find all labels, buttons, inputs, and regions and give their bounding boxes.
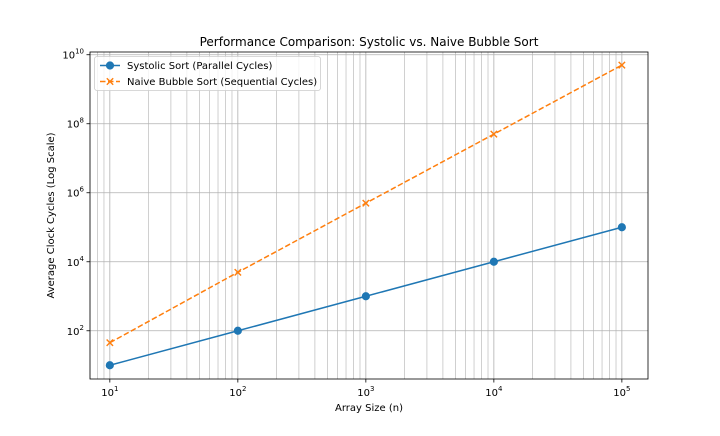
y-tick-label: 104 xyxy=(67,255,85,269)
y-tick-label: 108 xyxy=(67,117,84,131)
y-tick-label: 1010 xyxy=(62,48,84,62)
x-tick-label: 101 xyxy=(101,385,118,399)
data-point-1 xyxy=(489,257,498,266)
x-tick-label-base: 10 xyxy=(229,388,242,399)
y-tick-label-exponent: 6 xyxy=(80,186,85,194)
series-2 xyxy=(106,61,626,347)
x-tick-label-exponent: 1 xyxy=(114,385,118,393)
y-tick-label-exponent: 10 xyxy=(75,48,84,56)
y-tick-label-base: 10 xyxy=(67,189,80,200)
series-1 xyxy=(105,223,626,370)
legend-frame xyxy=(94,56,321,91)
legend-label-2: Naive Bubble Sort (Sequential Cycles) xyxy=(127,77,317,88)
x-tick-label-base: 10 xyxy=(101,388,114,399)
x-tick-label: 104 xyxy=(485,385,503,399)
y-tick-label-base: 10 xyxy=(67,258,80,269)
y-tick-label: 102 xyxy=(67,324,84,338)
legend: Systolic Sort (Parallel Cycles) Naive Bub… xyxy=(94,56,321,91)
x-tick-label-exponent: 5 xyxy=(626,385,630,393)
x-tick-label-base: 10 xyxy=(613,388,626,399)
data-point-1 xyxy=(617,223,626,232)
legend-marker-1 xyxy=(105,61,115,70)
x-tick-label: 102 xyxy=(229,385,246,399)
x-tick-label-exponent: 4 xyxy=(498,385,503,393)
data-point-2 xyxy=(234,268,242,276)
x-tick-label-exponent: 3 xyxy=(370,385,374,393)
data-point-1 xyxy=(105,361,114,370)
y-tick-label: 106 xyxy=(67,186,85,200)
x-tick-label-base: 10 xyxy=(485,388,498,399)
x-tick-label: 103 xyxy=(357,385,374,399)
data-point-1 xyxy=(233,326,242,335)
legend-label-1: Systolic Sort (Parallel Cycles) xyxy=(127,61,272,72)
data-point-1 xyxy=(361,292,370,301)
y-tick-label-exponent: 2 xyxy=(80,324,84,332)
y-axis-label: Average Clock Cycles (Log Scale) xyxy=(46,132,57,298)
legend-marker-2 xyxy=(106,77,114,86)
y-tick-label-base: 10 xyxy=(62,51,75,62)
data-point-2 xyxy=(362,199,370,207)
y-tick-label-base: 10 xyxy=(67,327,80,338)
x-tick-label-base: 10 xyxy=(357,388,370,399)
data-point-2 xyxy=(618,61,626,69)
plot-frame xyxy=(89,51,649,380)
data-point-2 xyxy=(106,339,114,347)
x-axis-label: Array Size (n) xyxy=(335,403,403,414)
y-tick-label-base: 10 xyxy=(67,120,80,131)
x-tick-label-exponent: 2 xyxy=(242,385,246,393)
x-tick-label: 105 xyxy=(613,385,630,399)
chart-title: Performance Comparison: Systolic vs. Nai… xyxy=(200,35,539,49)
data-point-2 xyxy=(490,130,498,138)
y-tick-label-exponent: 8 xyxy=(80,117,84,125)
y-tick-label-exponent: 4 xyxy=(80,255,85,263)
